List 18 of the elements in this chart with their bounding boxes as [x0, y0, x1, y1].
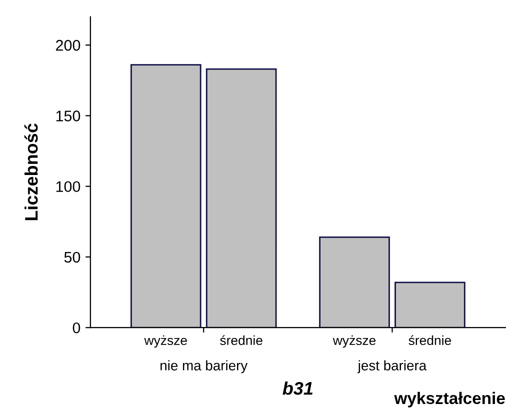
legend-title: wykształcenie — [394, 392, 505, 408]
y-tick-label: 50 — [64, 252, 80, 263]
x-tick-label: jest bariera — [358, 360, 427, 374]
series-label: średnie — [220, 335, 262, 346]
x-tick-label: nie ma bariery — [160, 360, 248, 374]
text: średnie — [408, 335, 452, 346]
bar — [319, 236, 390, 328]
text: wyższe — [332, 335, 376, 348]
bar — [394, 282, 466, 328]
y-tick-label: 0 — [72, 322, 80, 334]
series-label: wyższe — [144, 335, 187, 348]
y-axis-title: Liczebność — [24, 124, 38, 220]
y-tick-label: 150 — [56, 110, 80, 122]
bar — [130, 64, 202, 328]
y-tick-label: 200 — [56, 40, 80, 51]
bar — [206, 68, 277, 328]
y-tick-label: 100 — [56, 181, 80, 192]
x-axis-title: b31 — [282, 382, 313, 395]
